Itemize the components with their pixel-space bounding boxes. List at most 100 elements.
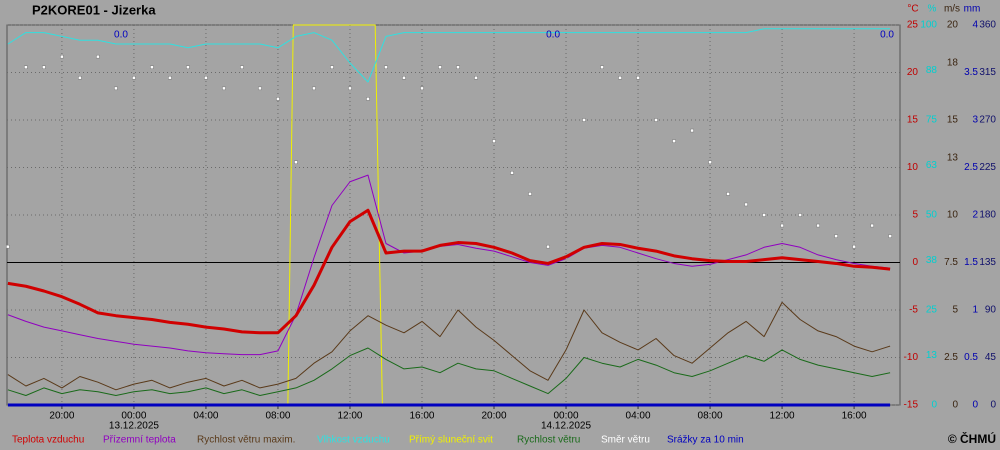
wind-direction-dot [60,54,64,59]
y-tick-label: 88 [926,65,938,76]
wind-direction-dot [762,213,766,217]
y-tick-label: 270 [979,115,996,126]
wind-direction-dot [384,65,388,69]
x-tick-label: 08:00 [265,411,290,422]
legend-entry: Směr větru [601,435,650,446]
legend-entry: Přímý sluneční svit [409,435,493,446]
y-tick-label: 10 [947,210,959,221]
y-tick-label: 100 [920,20,937,31]
wind-direction-dot [258,86,262,91]
y-tick-label: -10 [904,352,919,363]
y-tick-label: 2 [972,210,978,221]
y-tick-label: 0.5 [964,352,978,363]
x-tick-label: 04:00 [193,411,218,422]
wind-direction-dot [348,86,352,91]
wind-direction-dot [636,76,640,80]
x-tick-label: 12:00 [770,411,795,422]
wind-direction-dot [204,76,208,80]
y-tick-label: 15 [907,115,919,126]
wind-direction-dot [888,234,892,238]
wind-direction-dot [600,65,604,69]
axis-unit: °C [907,4,918,15]
legend-entry: Rychlost větru [517,435,580,446]
y-tick-label: 5 [952,305,958,316]
series-line [7,301,891,391]
y-tick-label: 5 [912,210,918,221]
precip-total: 0.0 [880,30,894,41]
y-tick-label: -15 [904,400,919,411]
wind-direction-dot [42,65,46,69]
y-tick-label: 18 [947,58,959,69]
axis-unit: m/s [944,4,960,15]
series-line [7,28,891,83]
chart-title: P2KORE01 - Jizerka [32,2,156,17]
wind-direction-dot [438,65,442,69]
y-tick-label: 315 [979,67,996,78]
wind-direction-dot [708,160,712,164]
wind-direction-dot [510,171,514,175]
wind-direction-dot [132,76,136,80]
y-tick-label: 38 [926,255,938,266]
series-line [7,208,891,335]
y-tick-label: 25 [907,20,919,31]
y-tick-label: 3 [972,115,978,126]
wind-direction-dot [420,86,424,91]
wind-direction-dot [150,65,154,69]
y-tick-label: 20 [947,20,959,31]
x-tick-label: 00:00 [121,411,146,422]
plot-area [6,24,901,406]
wind-direction-dot [474,76,478,80]
wind-direction-dot [816,223,820,228]
wind-direction-dot [834,234,838,238]
y-tick-label: 225 [979,162,996,173]
legend-entry: Přízemní teplota [103,435,176,446]
legend-entry: Vlhkost vzduchu [317,435,390,446]
y-tick-label: 63 [926,160,938,171]
wind-direction-dot [78,76,82,80]
x-tick-label: 04:00 [626,411,651,422]
y-tick-label: 360 [979,20,996,31]
wind-direction-dot [402,76,406,80]
y-tick-label: 180 [979,210,996,221]
x-tick-label: 12:00 [337,411,362,422]
wind-direction-dot [582,118,586,122]
wind-direction-dot [96,54,100,59]
y-tick-label: 7.5 [944,257,958,268]
x-tick-label: 16:00 [842,411,867,422]
y-tick-label: 0 [990,400,996,411]
wind-direction-dot [492,139,496,143]
wind-direction-dot [24,65,28,69]
x-tick-label: 08:00 [698,411,723,422]
y-tick-label: 2.5 [964,162,978,173]
x-tick-label: 00:00 [554,411,579,422]
legend-entry: Teplota vzduchu [12,435,84,446]
y-tick-label: 75 [926,115,938,126]
y-tick-label: 1 [972,305,978,316]
y-tick-label: -5 [909,305,918,316]
wind-direction-dot [294,160,298,164]
wind-direction-dot [6,244,10,249]
y-tick-label: 0 [972,400,978,411]
wind-direction-dot [780,223,784,228]
x-tick-label: 16:00 [409,411,434,422]
y-tick-label: 3.5 [964,67,978,78]
y-tick-label: 2.5 [944,352,958,363]
date-label: 14.12.2025 [541,421,591,432]
y-tick-label: 20 [907,67,919,78]
y-tick-label: 0 [931,400,937,411]
wind-direction-dot [276,97,280,101]
wind-direction-dot [240,65,244,69]
wind-direction-dot [852,244,856,249]
y-tick-label: 50 [926,210,938,221]
wind-direction-dot [114,86,118,91]
legend-entry: Rychlost větru maxim. [197,435,295,446]
wind-direction-dot [330,65,334,69]
wind-direction-dot [186,65,190,69]
axis-unit: % [928,4,937,15]
copyright: © ČHMÚ [948,431,996,446]
y-tick-label: 13 [926,350,938,361]
wind-direction-dot [456,65,460,69]
legend-entry: Srážky za 10 min [667,435,744,446]
wind-direction-dot [672,139,676,143]
